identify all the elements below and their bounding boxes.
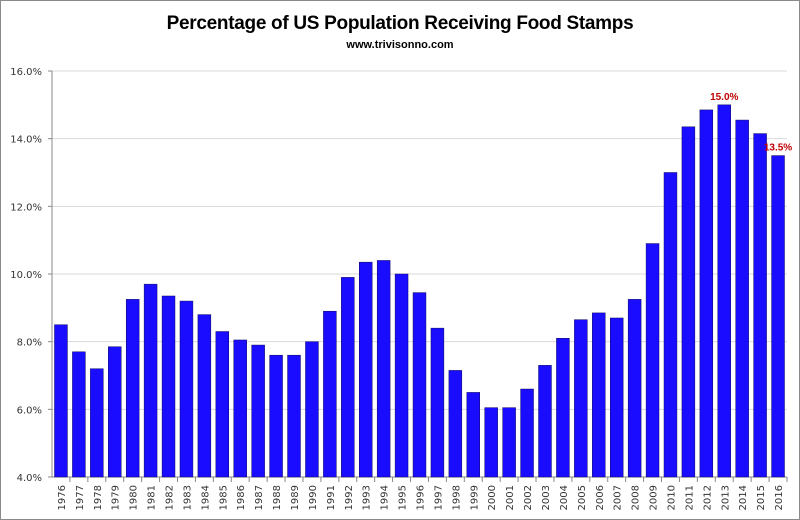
- chart-title: Percentage of US Population Receiving Fo…: [166, 13, 634, 34]
- x-tick-label: 1982: [165, 485, 176, 510]
- bar-2013: [717, 104, 731, 478]
- bar-2000: [484, 407, 498, 478]
- y-tick-label: 16.0%: [10, 67, 42, 78]
- x-tick-label: 2007: [613, 485, 624, 510]
- x-tick-label: 2013: [720, 485, 731, 510]
- y-tick-label: 12.0%: [10, 202, 42, 213]
- bar-2007: [609, 317, 624, 478]
- x-tick-label: 2002: [523, 485, 534, 510]
- x-tick-label: 1977: [75, 485, 86, 510]
- bar-1992: [341, 277, 355, 478]
- bar-2016: [771, 155, 785, 478]
- x-tick-label: 2009: [649, 485, 660, 510]
- x-tick-label: 1978: [93, 485, 104, 510]
- x-tick-label: 1985: [218, 485, 229, 510]
- bar-1981: [143, 283, 158, 478]
- bar-1982: [161, 295, 176, 478]
- x-tick-label: 1997: [433, 485, 444, 510]
- y-tick-label: 10.0%: [10, 270, 42, 281]
- bar-1990: [305, 341, 319, 478]
- bar-1980: [125, 299, 140, 478]
- bar-2008: [627, 299, 642, 478]
- bar-1988: [269, 354, 283, 478]
- x-tick-label: 1987: [254, 485, 265, 510]
- x-tick-label: 2003: [541, 485, 552, 510]
- x-tick-label: 2005: [577, 485, 588, 510]
- x-tick-label: 1999: [469, 485, 480, 510]
- bar-1997: [430, 327, 445, 478]
- y-tick-label: 8.0%: [17, 338, 42, 349]
- x-tick-label: 1996: [416, 485, 427, 510]
- bar-2001: [502, 407, 516, 478]
- bar-2009: [645, 243, 660, 478]
- chart-subtitle: www.trivisonno.com: [346, 39, 454, 51]
- bar-1985: [215, 331, 230, 478]
- bar-1977: [72, 351, 86, 478]
- x-tick-label: 1994: [380, 485, 391, 510]
- bar-1984: [197, 314, 212, 478]
- x-tick-label: 1993: [362, 485, 373, 510]
- x-tick-label: 2011: [684, 485, 695, 510]
- bar-1998: [448, 370, 463, 478]
- bar-1986: [233, 339, 247, 478]
- bar-2003: [538, 365, 552, 478]
- x-tick-label: 2008: [631, 485, 642, 510]
- bar-1993: [359, 261, 373, 478]
- bar-1991: [323, 310, 337, 478]
- bar-1996: [412, 292, 427, 478]
- data-label-2016: 13.5%: [764, 143, 792, 154]
- x-tick-label: 2001: [505, 485, 516, 510]
- x-tick-label: 2004: [559, 485, 570, 510]
- x-tick-label: 2006: [595, 485, 606, 510]
- bar-2011: [681, 126, 696, 478]
- bar-2005: [574, 319, 588, 478]
- x-tick-label: 1989: [290, 485, 301, 510]
- x-tick-label: 1991: [326, 485, 337, 510]
- x-tick-label: 1990: [308, 485, 319, 510]
- bar-1983: [179, 300, 194, 478]
- x-tick-label: 1988: [272, 485, 283, 510]
- x-tick-label: 2010: [666, 485, 677, 510]
- bar-1976: [54, 324, 68, 478]
- x-tick-label: 1995: [398, 485, 409, 510]
- x-tick-label: 1992: [344, 485, 355, 510]
- x-tick-label: 2000: [487, 485, 498, 510]
- bar-2015: [753, 133, 767, 478]
- x-tick-label: 1976: [57, 485, 68, 510]
- bar-2014: [735, 119, 749, 478]
- y-tick-label: 4.0%: [17, 473, 42, 484]
- x-tick-label: 2016: [774, 485, 785, 510]
- x-tick-label: 1998: [451, 485, 462, 510]
- bar-1987: [251, 344, 265, 478]
- bar-2010: [663, 172, 678, 478]
- bar-2006: [592, 312, 606, 478]
- bar-1994: [376, 260, 391, 478]
- x-tick-label: 2015: [756, 485, 767, 510]
- x-tick-label: 1980: [129, 485, 140, 510]
- bar-1995: [394, 273, 409, 478]
- x-tick-label: 1984: [200, 485, 211, 510]
- bar-2002: [520, 388, 534, 478]
- x-tick-label: 1981: [147, 485, 158, 510]
- bar-1999: [466, 392, 480, 478]
- bar-1979: [108, 346, 122, 478]
- bar-2012: [699, 109, 714, 478]
- x-tick-label: 1986: [236, 485, 247, 510]
- y-tick-label: 6.0%: [17, 405, 42, 416]
- bar-1978: [90, 368, 104, 478]
- x-tick-label: 1983: [182, 485, 193, 510]
- bar-1989: [287, 354, 301, 478]
- y-tick-label: 14.0%: [10, 135, 42, 146]
- x-tick-label: 1979: [111, 485, 122, 510]
- x-tick-label: 2014: [738, 485, 749, 510]
- bar-2004: [556, 338, 570, 478]
- x-tick-label: 2012: [702, 485, 713, 510]
- data-label-2013: 15.0%: [710, 92, 738, 103]
